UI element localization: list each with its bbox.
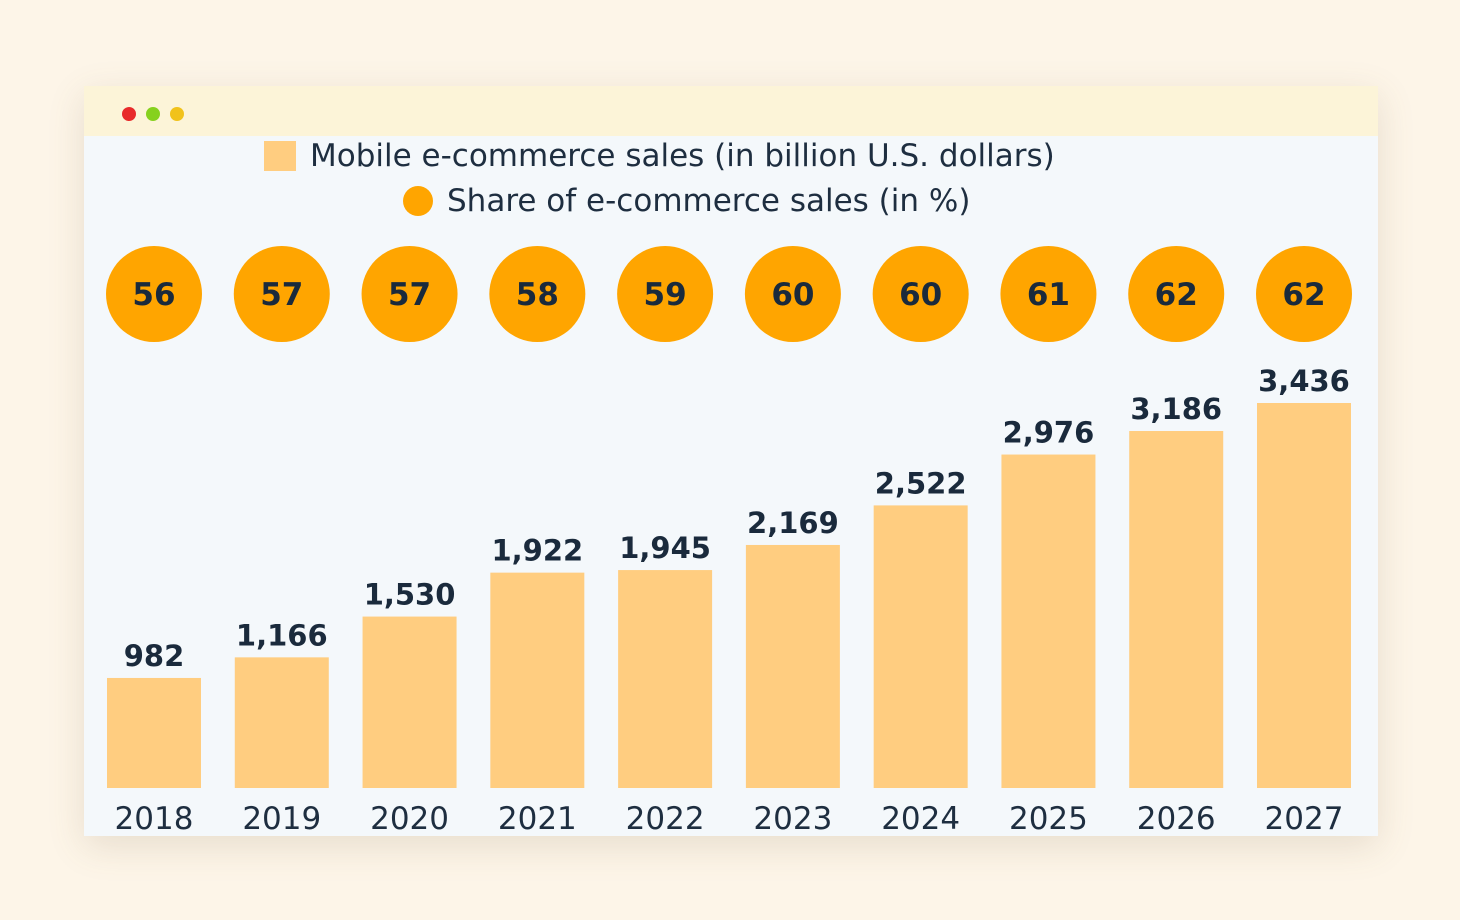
bar-2026 [1129, 431, 1224, 788]
bar-value-label-2018: 982 [124, 639, 185, 673]
x-tick-label-2021: 2021 [498, 801, 577, 836]
bar-2023 [745, 544, 840, 788]
x-tick-label-2024: 2024 [881, 801, 960, 836]
chart-window: Mobile e-commerce sales (in billion U.S.… [84, 86, 1378, 836]
share-circle-2026 [1128, 246, 1225, 342]
bar-2024 [873, 505, 968, 788]
share-label-2024: 60 [899, 277, 942, 313]
legend-label-sales: Mobile e-commerce sales (in billion U.S.… [310, 138, 1055, 174]
maximize-dot[interactable] [170, 107, 184, 121]
x-tick-label-2018: 2018 [115, 801, 194, 836]
share-circle-2020 [361, 246, 458, 342]
bar-value-label-2027: 3,436 [1258, 364, 1350, 398]
share-circle-2022 [617, 246, 714, 342]
bar-2020 [362, 616, 457, 788]
legend-item-share: Share of e-commerce sales (in %) [403, 183, 970, 219]
x-tick-label-2020: 2020 [370, 801, 449, 836]
share-circle-2024 [872, 246, 969, 342]
share-label-2027: 62 [1282, 277, 1325, 313]
legend-item-sales: Mobile e-commerce sales (in billion U.S.… [264, 138, 1055, 174]
share-circle-2019 [233, 246, 330, 342]
legend-label-share: Share of e-commerce sales (in %) [447, 183, 971, 219]
x-tick-label-2022: 2022 [626, 801, 705, 836]
share-circle-2027 [1256, 246, 1352, 342]
bar-value-label-2021: 1,922 [491, 534, 583, 568]
share-label-2019: 57 [260, 277, 303, 313]
bar-2027 [1257, 403, 1351, 788]
bar-value-label-2023: 2,169 [747, 506, 839, 540]
share-label-2023: 60 [771, 277, 814, 313]
bar-value-label-2020: 1,530 [364, 578, 456, 612]
bar-value-label-2025: 2,976 [1003, 416, 1095, 450]
bar-2018 [107, 677, 201, 788]
share-label-2021: 58 [516, 277, 559, 313]
share-label-2018: 56 [132, 277, 175, 313]
x-tick-label-2025: 2025 [1009, 801, 1088, 836]
window-titlebar [84, 86, 1378, 136]
bar-value-label-2026: 3,186 [1130, 392, 1222, 426]
x-tick-label-2026: 2026 [1137, 801, 1216, 836]
share-circle-2025 [1000, 246, 1097, 342]
x-tick-label-2019: 2019 [242, 801, 321, 836]
share-circle-2021 [489, 246, 586, 342]
share-label-2026: 62 [1155, 277, 1198, 313]
close-dot[interactable] [122, 107, 136, 121]
x-tick-label-2027: 2027 [1265, 801, 1344, 836]
share-label-2020: 57 [388, 277, 431, 313]
bar-2021 [490, 572, 585, 788]
bar-2022 [618, 570, 713, 788]
bar-value-label-2022: 1,945 [619, 531, 711, 565]
minimize-dot[interactable] [146, 107, 160, 121]
share-circle-2023 [744, 246, 841, 342]
bar-2025 [1001, 454, 1096, 788]
bar-2019 [234, 657, 329, 788]
share-label-2025: 61 [1027, 277, 1070, 313]
x-tick-label-2023: 2023 [753, 801, 832, 836]
share-circle-2018 [106, 246, 202, 342]
bar-value-label-2024: 2,522 [875, 466, 967, 500]
bar-chart: 982 56 2018 1,166 57 2019 1,530 57 2020 1,922 58 20… [106, 246, 1352, 836]
legend-swatch-bar [264, 141, 296, 171]
bar-value-label-2019: 1,166 [236, 618, 328, 652]
share-label-2022: 59 [644, 277, 687, 313]
legend-swatch-circle [403, 186, 433, 216]
